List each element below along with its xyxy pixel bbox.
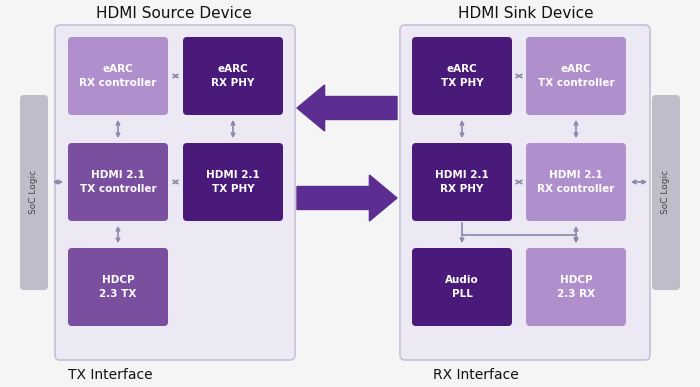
Text: eARC
RX PHY: eARC RX PHY bbox=[211, 64, 255, 87]
FancyBboxPatch shape bbox=[183, 143, 283, 221]
Text: RX Interface: RX Interface bbox=[433, 368, 519, 382]
Text: SoC Logic: SoC Logic bbox=[29, 170, 38, 214]
Text: eARC
TX controller: eARC TX controller bbox=[538, 64, 615, 87]
Text: HDCP
2.3 TX: HDCP 2.3 TX bbox=[99, 276, 136, 299]
Polygon shape bbox=[297, 175, 397, 221]
FancyBboxPatch shape bbox=[412, 37, 512, 115]
FancyBboxPatch shape bbox=[652, 95, 680, 290]
Text: TX Interface: TX Interface bbox=[68, 368, 153, 382]
FancyBboxPatch shape bbox=[526, 143, 626, 221]
FancyBboxPatch shape bbox=[526, 37, 626, 115]
Text: HDMI Sink Device: HDMI Sink Device bbox=[458, 5, 594, 21]
Text: HDMI 2.1
RX PHY: HDMI 2.1 RX PHY bbox=[435, 170, 489, 194]
Text: HDMI Source Device: HDMI Source Device bbox=[96, 5, 252, 21]
FancyBboxPatch shape bbox=[68, 248, 168, 326]
Text: eARC
RX controller: eARC RX controller bbox=[79, 64, 157, 87]
FancyBboxPatch shape bbox=[20, 95, 48, 290]
FancyBboxPatch shape bbox=[412, 248, 512, 326]
FancyBboxPatch shape bbox=[526, 248, 626, 326]
Text: Audio
PLL: Audio PLL bbox=[445, 276, 479, 299]
FancyBboxPatch shape bbox=[68, 37, 168, 115]
FancyBboxPatch shape bbox=[412, 143, 512, 221]
Text: HDMI 2.1
RX controller: HDMI 2.1 RX controller bbox=[538, 170, 615, 194]
Text: SoC Logic: SoC Logic bbox=[662, 170, 671, 214]
Polygon shape bbox=[297, 85, 397, 131]
Text: HDMI 2.1
TX controller: HDMI 2.1 TX controller bbox=[80, 170, 156, 194]
Text: HDMI 2.1
TX PHY: HDMI 2.1 TX PHY bbox=[206, 170, 260, 194]
Text: HDCP
2.3 RX: HDCP 2.3 RX bbox=[557, 276, 595, 299]
FancyBboxPatch shape bbox=[183, 37, 283, 115]
Text: eARC
TX PHY: eARC TX PHY bbox=[441, 64, 483, 87]
FancyBboxPatch shape bbox=[55, 25, 295, 360]
FancyBboxPatch shape bbox=[68, 143, 168, 221]
FancyBboxPatch shape bbox=[400, 25, 650, 360]
